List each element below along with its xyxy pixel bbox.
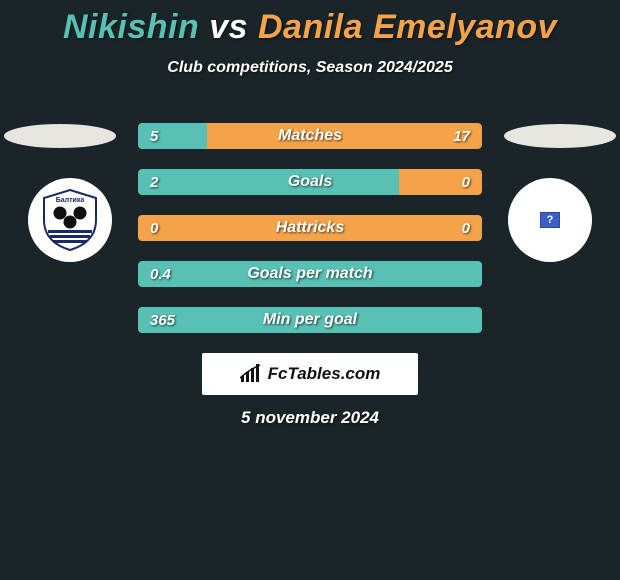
stat-row: 20Goals <box>138 169 482 195</box>
unknown-badge-icon: ? <box>540 212 560 228</box>
badge-left: Балтика <box>28 178 112 262</box>
comparison-bars: 517Matches 20Goals 00Hattricks 0.4Goals per… <box>138 123 482 353</box>
stat-label: Matches <box>138 123 482 149</box>
badge-right: ? <box>508 178 592 262</box>
stat-row: 517Matches <box>138 123 482 149</box>
stat-row: 00Hattricks <box>138 215 482 241</box>
date-text: 5 november 2024 <box>0 408 620 428</box>
player2-name: Danila Emelyanov <box>258 8 557 46</box>
page-title: Nikishin vs Danila Emelyanov <box>0 0 620 47</box>
svg-text:Балтика: Балтика <box>56 197 85 204</box>
brand-text: FcTables.com <box>268 364 381 384</box>
comparison-stage: Балтика ? 517Matches 20Goals 00Hattricks 0.… <box>0 108 620 368</box>
stat-label: Goals per match <box>138 261 482 287</box>
ellipse-left <box>4 124 116 148</box>
ellipse-right <box>504 124 616 148</box>
stat-label: Goals <box>138 169 482 195</box>
stat-label: Hattricks <box>138 215 482 241</box>
brand-chart-icon <box>240 364 264 384</box>
stat-row: 0.4Goals per match <box>138 261 482 287</box>
brand-box: FcTables.com <box>202 353 418 395</box>
vs-text: vs <box>209 8 248 46</box>
club-crest-icon: Балтика <box>38 188 102 252</box>
player1-name: Nikishin <box>63 8 199 46</box>
badge-left-inner: Балтика <box>32 182 108 258</box>
unknown-badge-glyph: ? <box>547 214 554 226</box>
stat-label: Min per goal <box>138 307 482 333</box>
stat-row: 365Min per goal <box>138 307 482 333</box>
subtitle: Club competitions, Season 2024/2025 <box>0 59 620 77</box>
